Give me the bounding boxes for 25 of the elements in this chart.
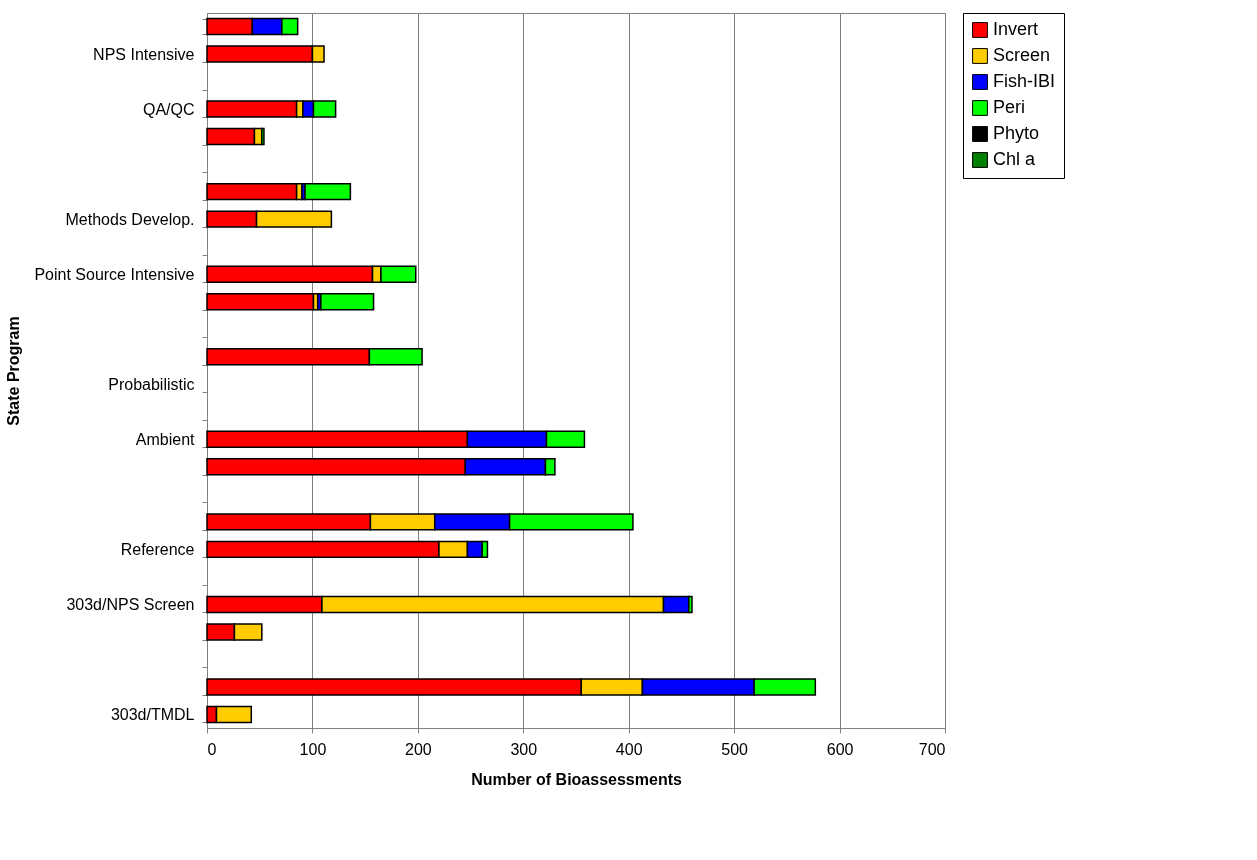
legend-label: Peri: [993, 97, 1026, 117]
x-tick-label: 200: [405, 740, 432, 758]
y-tick-label: Methods Develop.: [65, 210, 195, 228]
y-tick-label: Reference: [120, 540, 195, 558]
x-tick-label: 300: [510, 740, 538, 758]
y-tick-label: 303d/TMDL: [110, 706, 195, 724]
y-tick-label: Probabilistic: [108, 375, 195, 393]
legend-label: Fish-IBI: [993, 71, 1056, 91]
x-tick-label: 400: [615, 740, 643, 758]
y-tick-label: NPS Intensive: [93, 45, 195, 63]
y-tick-label: 303d/NPS Screen: [66, 595, 195, 613]
y-tick-label: Point Source Intensive: [34, 265, 195, 283]
x-tick-label: 700: [918, 740, 946, 758]
legend-label: Invert: [993, 19, 1039, 39]
legend-label: Screen: [993, 45, 1051, 65]
legend-label: Chl a: [993, 149, 1037, 169]
y-tick-label: QA/QC: [142, 100, 195, 118]
x-tick-label: 500: [721, 740, 749, 758]
x-axis-title: Number of Bioassessments: [471, 770, 682, 788]
legend-label: Phyto: [993, 123, 1040, 143]
y-axis-title: State Program: [5, 316, 23, 426]
x-tick-label: 600: [826, 740, 854, 758]
x-tick-label: 0: [207, 740, 217, 758]
x-tick-label: 100: [299, 740, 327, 758]
y-tick-label: Ambient: [135, 430, 196, 448]
